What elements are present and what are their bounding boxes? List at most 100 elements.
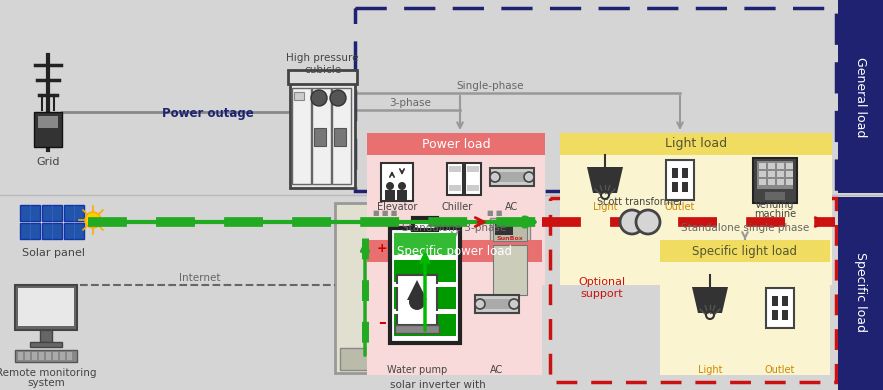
Circle shape	[386, 182, 394, 190]
Text: machine: machine	[754, 209, 796, 219]
Bar	[395, 325, 439, 333]
Bar	[40, 330, 52, 342]
Text: Light: Light	[592, 202, 617, 212]
Bar	[20, 205, 40, 221]
Bar	[312, 88, 331, 184]
Text: Standalone 3-phase: Standalone 3-phase	[403, 223, 507, 233]
Text: support: support	[581, 289, 623, 299]
Text: ■ ■: ■ ■	[487, 210, 502, 216]
Bar	[449, 166, 461, 172]
Bar	[757, 161, 793, 189]
Bar	[772, 310, 778, 320]
Text: Standalone single phase: Standalone single phase	[681, 223, 809, 233]
Text: cubicle: cubicle	[304, 65, 341, 75]
Bar	[660, 240, 830, 262]
Bar	[334, 128, 346, 146]
Bar	[660, 262, 830, 375]
Bar	[490, 218, 530, 303]
Bar	[367, 133, 545, 155]
Bar	[42, 205, 62, 221]
Bar	[786, 163, 793, 169]
Bar	[560, 155, 832, 285]
Circle shape	[524, 172, 534, 182]
Bar	[782, 310, 788, 320]
Bar	[290, 78, 355, 188]
Bar	[18, 352, 23, 360]
Bar	[495, 223, 513, 235]
Text: General load: General load	[854, 57, 867, 138]
Text: High pressure: High pressure	[286, 53, 358, 63]
Circle shape	[311, 90, 327, 106]
Bar	[288, 70, 357, 84]
Text: Power outage: Power outage	[162, 106, 253, 119]
Text: Solar panel: Solar panel	[21, 248, 85, 258]
Bar	[490, 168, 534, 186]
Text: Scott transformer: Scott transformer	[597, 197, 683, 207]
Bar	[394, 257, 456, 282]
Bar	[560, 133, 832, 155]
Text: +: +	[377, 241, 388, 255]
Bar	[64, 223, 84, 239]
Circle shape	[85, 212, 101, 228]
Bar	[60, 352, 65, 360]
Bar	[390, 228, 460, 343]
Text: Outlet: Outlet	[665, 202, 695, 212]
Text: 3-phase: 3-phase	[389, 98, 431, 108]
Circle shape	[620, 210, 644, 234]
Text: ■ ■ ■: ■ ■ ■	[373, 210, 397, 216]
Bar	[20, 223, 40, 239]
Bar	[490, 308, 530, 368]
Text: Light load: Light load	[665, 138, 727, 151]
Circle shape	[636, 210, 660, 234]
Text: Specific power load: Specific power load	[397, 245, 512, 257]
Bar	[394, 311, 456, 314]
Bar	[753, 158, 797, 203]
Bar	[64, 205, 84, 221]
Text: Light: Light	[698, 365, 722, 375]
Text: Elevator: Elevator	[377, 202, 417, 212]
Bar	[394, 284, 456, 309]
Text: Vending: Vending	[755, 200, 795, 210]
Bar	[475, 295, 519, 313]
Bar	[38, 116, 58, 128]
Bar	[777, 171, 784, 177]
Bar	[782, 296, 788, 306]
Bar	[772, 296, 778, 306]
Bar	[467, 166, 479, 172]
Polygon shape	[407, 280, 427, 300]
Bar	[838, 197, 883, 390]
Circle shape	[409, 294, 425, 310]
Text: Grid: Grid	[36, 157, 60, 167]
Bar	[765, 192, 785, 200]
Bar	[34, 112, 62, 147]
Bar	[18, 288, 74, 326]
Text: Power load: Power load	[422, 138, 490, 151]
Text: Specific load: Specific load	[854, 252, 867, 333]
Bar	[493, 245, 527, 295]
Bar	[786, 179, 793, 185]
Bar	[367, 240, 542, 262]
Circle shape	[509, 299, 519, 309]
Bar	[768, 163, 775, 169]
Bar	[30, 342, 62, 347]
Bar	[759, 171, 766, 177]
Bar	[759, 179, 766, 185]
Text: –: –	[378, 316, 386, 330]
Bar	[397, 190, 407, 200]
Text: Chiller: Chiller	[442, 202, 472, 212]
Bar	[666, 160, 694, 200]
Text: solar inverter with: solar inverter with	[389, 380, 486, 390]
Bar	[53, 352, 58, 360]
Bar	[682, 168, 688, 178]
Bar	[777, 163, 784, 169]
Bar	[39, 352, 44, 360]
Text: Specific light load: Specific light load	[692, 245, 797, 257]
Bar	[394, 233, 456, 255]
Bar	[381, 163, 413, 201]
Bar	[493, 172, 531, 182]
Bar	[759, 163, 766, 169]
Text: AC: AC	[490, 365, 503, 375]
Bar	[42, 223, 62, 239]
Bar	[766, 288, 794, 328]
Bar	[397, 275, 437, 325]
